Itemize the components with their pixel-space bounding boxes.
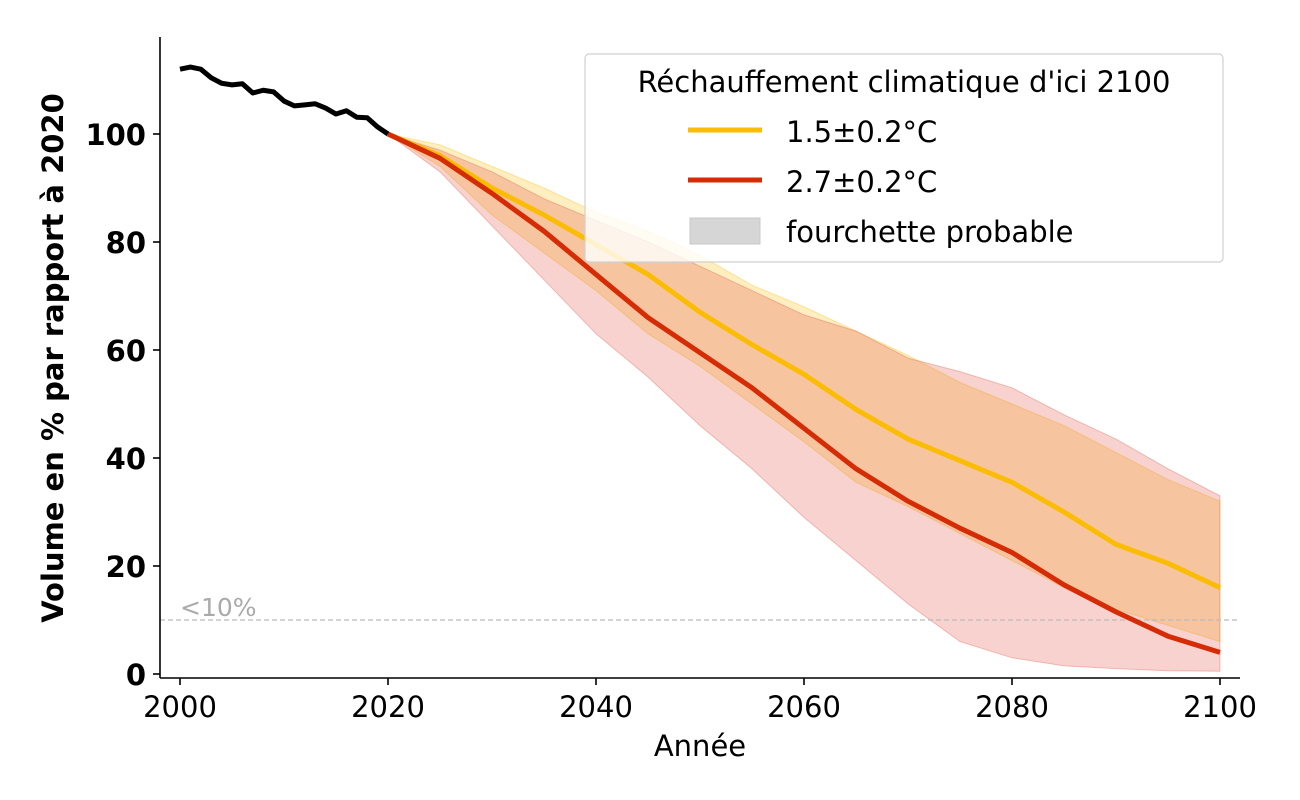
x-tick-label: 2040 [559, 690, 633, 724]
x-tick-label: 2000 [143, 690, 217, 724]
y-tick-label: 100 [85, 118, 146, 152]
x-axis-ticks: 2000 2020 2040 2060 2080 2100 [143, 678, 1257, 724]
x-tick-label: 2060 [767, 690, 841, 724]
ten-percent-annotation: <10% [180, 593, 257, 622]
x-tick-label: 2080 [975, 690, 1049, 724]
y-tick-label: 0 [126, 658, 146, 692]
legend-frame [584, 53, 1224, 263]
y-tick-label: 20 [106, 550, 146, 584]
legend-label-range: fourchette probable [786, 215, 1074, 249]
y-tick-label: 40 [106, 442, 146, 476]
line-historical [179, 64, 390, 137]
x-tick-label: 2020 [351, 690, 425, 724]
legend: Réchauffement climatique d'ici 2100 1.5±… [584, 53, 1224, 263]
y-axis-label: Volume en % par rapport à 2020 [36, 93, 70, 623]
legend-swatch-range [689, 217, 761, 245]
x-axis-label: Année [654, 729, 746, 763]
line-2-7C [386, 131, 1221, 655]
line-1-5C [387, 131, 1222, 590]
x-tick-label: 2100 [1183, 690, 1257, 724]
legend-label-1-5: 1.5±0.2°C [786, 115, 937, 149]
y-tick-label: 80 [106, 226, 146, 260]
y-axis-ticks: 0 20 40 60 80 100 [85, 118, 160, 692]
legend-title: Réchauffement climatique d'ici 2100 [638, 65, 1171, 99]
y-tick-label: 60 [106, 334, 146, 368]
series-lines [179, 64, 1222, 655]
legend-label-2-7: 2.7±0.2°C [786, 165, 937, 199]
